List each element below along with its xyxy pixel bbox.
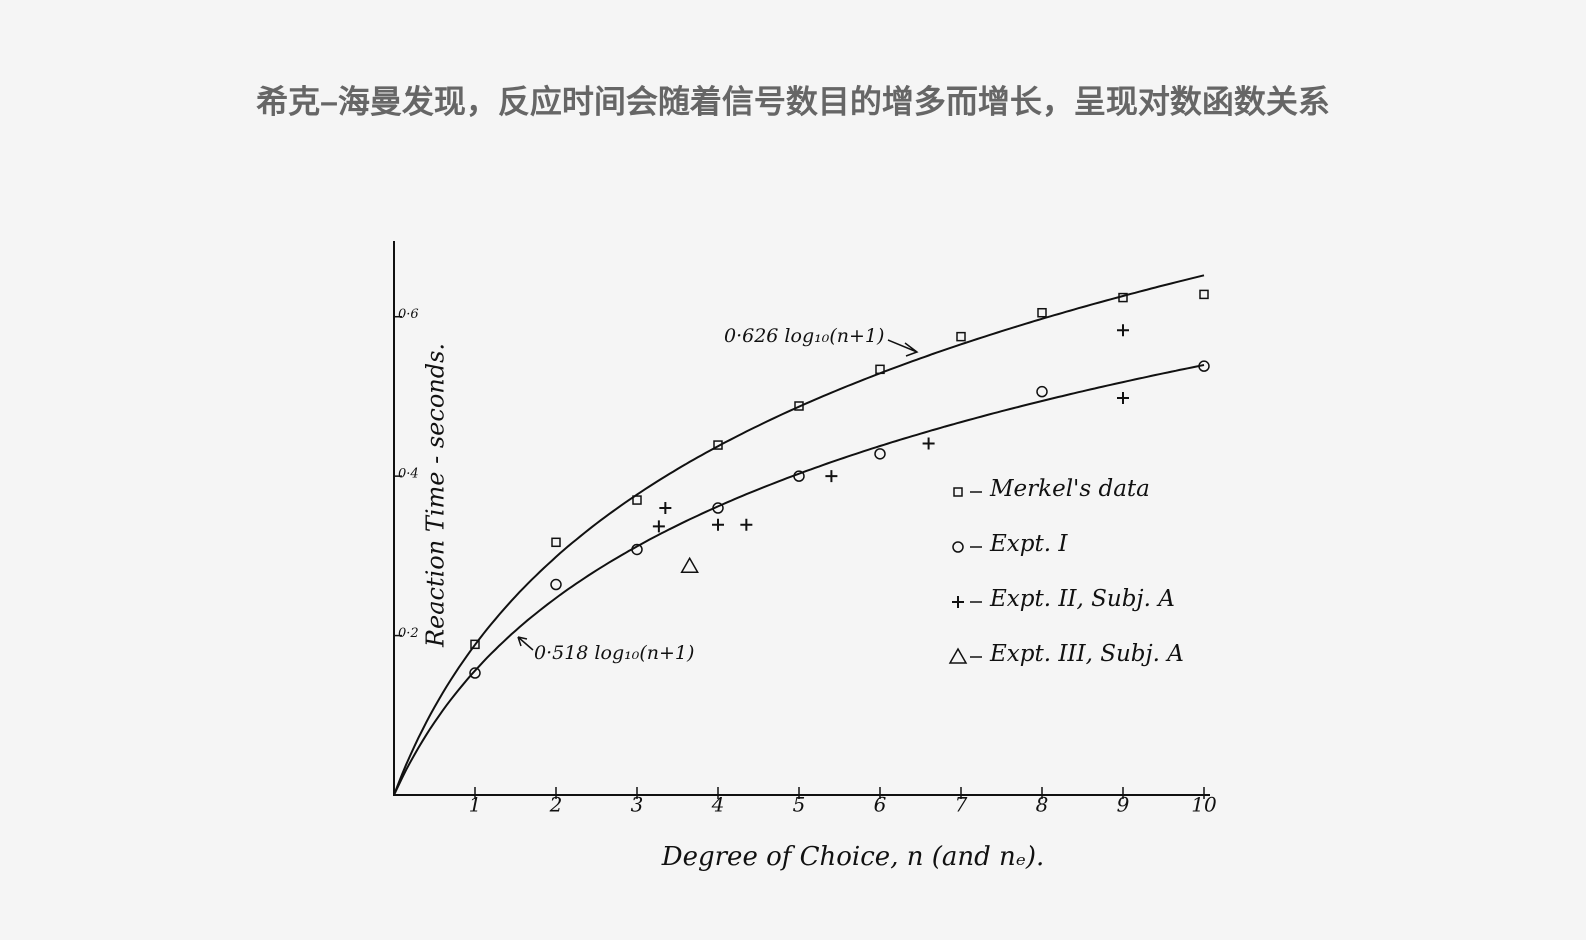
x-tick-label: 5	[793, 793, 806, 817]
legend-label: Expt. II, Subj. A	[989, 586, 1175, 612]
y-axis-label: Reaction Time - seconds.	[422, 343, 450, 648]
marker-square	[551, 537, 561, 548]
x-tick-label: 1	[469, 793, 482, 817]
marker-plus	[825, 470, 838, 483]
marker-square	[956, 331, 966, 342]
x-axis-label: Degree of Choice, n (and nₑ).	[661, 842, 1045, 872]
legend-label: Expt. I	[989, 531, 1068, 557]
y-tick-label: 0·4	[398, 467, 419, 482]
marker-square	[875, 364, 885, 375]
marker-plus	[1117, 392, 1129, 405]
marker-circle	[712, 502, 724, 514]
marker-plus	[922, 437, 935, 450]
marker-circle	[631, 543, 643, 556]
marker-square	[713, 440, 723, 450]
x-tick-label: 10	[1191, 793, 1217, 817]
marker-circle	[550, 578, 562, 591]
y-tick-label: 0·6	[398, 307, 419, 322]
marker-square	[1037, 307, 1047, 318]
marker-plus	[652, 520, 665, 533]
marker-plus	[712, 518, 724, 531]
marker-square	[1199, 289, 1209, 300]
x-tick-label: 7	[955, 793, 968, 817]
x-tick-label: 4	[711, 793, 725, 817]
x-tick-label: 8	[1036, 793, 1049, 817]
x-tick-label: 9	[1117, 793, 1130, 817]
marker-square	[794, 401, 804, 411]
marker-plus	[952, 596, 964, 608]
marker-plus	[1117, 324, 1129, 337]
marker-square	[470, 639, 480, 650]
x-tick-label: 2	[549, 793, 563, 817]
y-tick-label: 0·2	[398, 626, 419, 641]
marker-circle	[874, 448, 886, 460]
marker-triangle	[680, 556, 699, 573]
legend-label: Merkel's data	[989, 476, 1150, 502]
fit-curve	[393, 364, 1205, 796]
marker-square	[953, 487, 963, 497]
marker-circle	[469, 667, 481, 679]
arrow	[887, 339, 919, 357]
x-tick-label: 6	[874, 793, 887, 817]
fit-label: 0·626 log₁₀(n+1)	[724, 325, 884, 347]
marker-triangle	[948, 647, 968, 664]
marker-square	[1118, 292, 1128, 303]
marker-circle	[952, 541, 964, 553]
fit-curve	[393, 274, 1205, 796]
marker-square	[632, 495, 642, 505]
x-tick-label: 3	[631, 793, 644, 817]
marker-plus	[659, 502, 672, 515]
chart-title: 希克–海曼发现，反应时间会随着信号数目的增多而增长，呈现对数函数关系	[256, 83, 1330, 119]
marker-circle	[793, 470, 805, 482]
arrow	[517, 636, 534, 651]
marker-plus	[740, 518, 753, 531]
fit-label: 0·518 log₁₀(n+1)	[534, 642, 694, 664]
legend-label: Expt. III, Subj. A	[989, 641, 1184, 667]
marker-circle	[1036, 385, 1048, 398]
marker-circle	[1198, 360, 1210, 372]
